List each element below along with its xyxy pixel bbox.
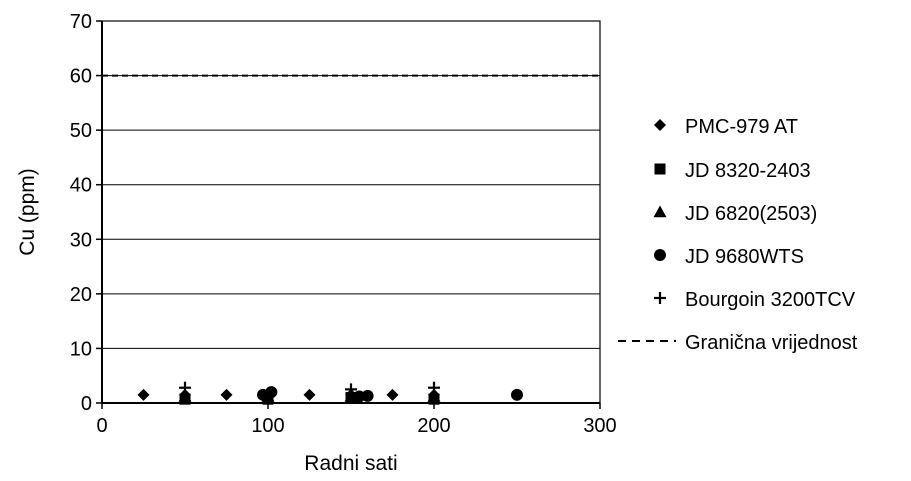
- x-axis-title: Radni sati: [304, 452, 397, 475]
- legend-label: JD 6820(2503): [685, 203, 817, 225]
- x-tick-label: 200: [417, 415, 450, 437]
- y-tick-label: 30: [70, 229, 92, 251]
- legend-marker-square: [654, 163, 666, 175]
- data-point-circle: [511, 388, 523, 401]
- gridlines: [102, 20, 600, 349]
- y-tick-label: 10: [70, 338, 92, 360]
- legend-label: JD 9680WTS: [685, 246, 804, 268]
- data-point-circle: [265, 386, 278, 399]
- legend-marker-circle: [654, 249, 666, 261]
- plot-frame: [101, 20, 601, 404]
- data-point-diamond: [386, 388, 399, 401]
- data-point-circle: [361, 389, 374, 402]
- legend-marker-plus: [654, 292, 666, 304]
- data-point-triangle: [427, 389, 441, 402]
- y-tick-labels: 0 10 20 30 40 50 60 70: [70, 11, 92, 415]
- data-point-plus: [345, 383, 357, 396]
- data-point-triangle: [178, 389, 192, 402]
- legend-label: Granična vrijednost: [685, 332, 858, 354]
- x-tick-label: 0: [96, 415, 107, 437]
- y-tick-label: 0: [81, 393, 92, 415]
- y-tick-label: 50: [70, 120, 92, 142]
- y-tick-label: 60: [70, 66, 92, 88]
- data-point-plus: [428, 381, 440, 394]
- y-tick-label: 40: [70, 175, 92, 197]
- y-tick-label: 70: [70, 11, 92, 33]
- legend-marker-triangle: [653, 205, 667, 218]
- y-axis-title: Cu (ppm): [16, 168, 39, 256]
- legend-label: Bourgoin 3200TCV: [685, 289, 856, 311]
- legend-label: PMC-979 AT: [685, 116, 798, 138]
- data-point-diamond: [220, 388, 233, 401]
- x-tick-labels: 0 100 200 300: [96, 415, 616, 437]
- legend-marker-diamond: [654, 119, 666, 131]
- legend: PMC-979 AT JD 8320-2403 JD 6820(2503) JD 96…: [618, 116, 858, 354]
- x-tick-label: 100: [251, 415, 284, 437]
- data-point-diamond: [303, 388, 316, 401]
- axes: [96, 20, 601, 409]
- legend-label: JD 8320-2403: [685, 160, 811, 182]
- x-tick-label: 300: [583, 415, 616, 437]
- data-points: [137, 381, 523, 405]
- data-point-diamond: [137, 388, 150, 401]
- data-point-plus: [179, 381, 191, 394]
- y-tick-label: 20: [70, 284, 92, 306]
